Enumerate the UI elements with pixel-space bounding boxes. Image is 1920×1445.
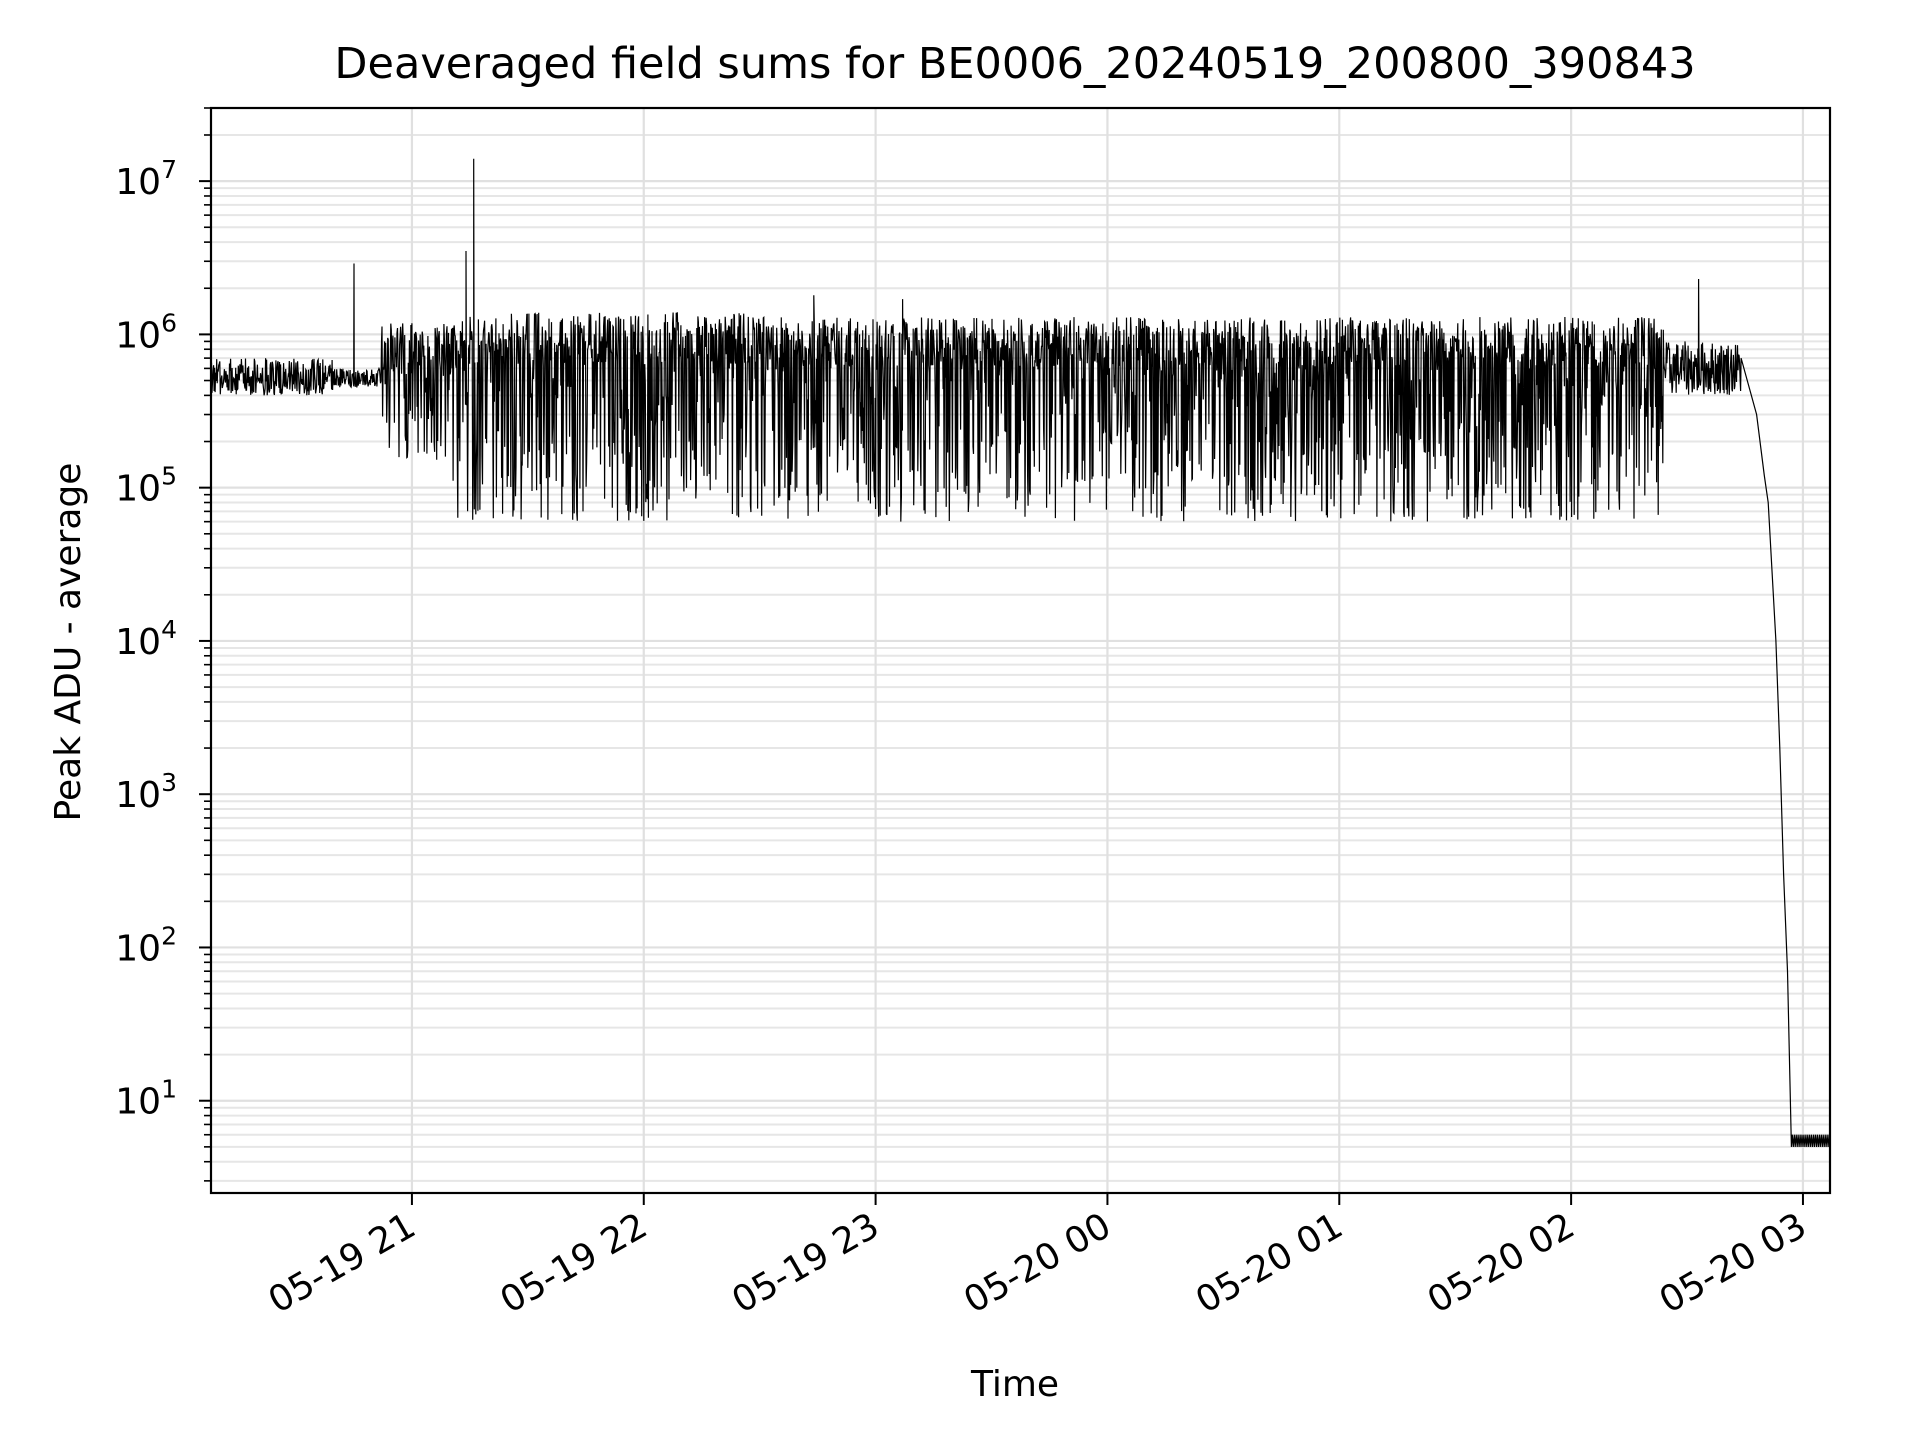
data-layer <box>210 158 1831 1147</box>
y-tick-label: 102 <box>115 921 177 969</box>
y-tick-label: 107 <box>115 155 177 203</box>
y-axis-label: Peak ADU - average <box>48 463 89 822</box>
series-line <box>210 158 1831 1147</box>
plot-frame <box>209 106 1832 1195</box>
chart-title: Deaveraged field sums for BE0006_2024051… <box>334 39 1695 89</box>
x-axis-label: Time <box>970 1364 1059 1405</box>
